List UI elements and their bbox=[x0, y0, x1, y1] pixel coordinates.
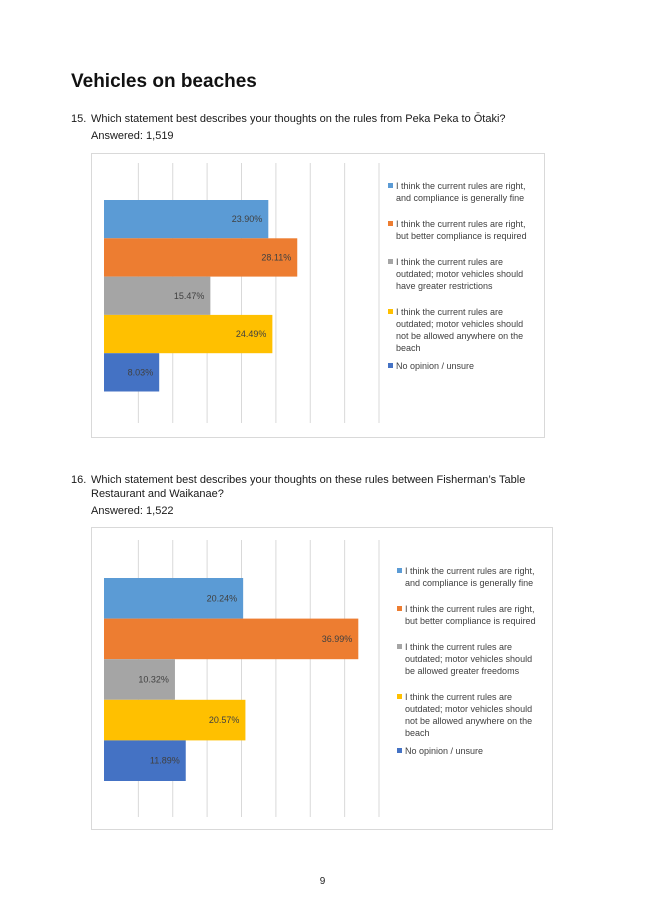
legend-swatch bbox=[388, 259, 393, 264]
legend-item: I think the current rules are right, but… bbox=[397, 603, 547, 627]
question-number: 16. bbox=[71, 474, 87, 486]
legend-label: I think the current rules are outdated; … bbox=[405, 692, 533, 738]
legend-item: I think the current rules are right, but… bbox=[388, 218, 538, 242]
page-heading: Vehicles on beaches bbox=[71, 71, 257, 92]
chart-legend: I think the current rules are right, and… bbox=[388, 180, 538, 372]
page-number: 9 bbox=[319, 876, 326, 887]
legend-swatch bbox=[388, 221, 393, 226]
data-label: 15.47% bbox=[174, 291, 205, 301]
legend-item: I think the current rules are right, and… bbox=[397, 565, 547, 589]
legend-item: I think the current rules are outdated; … bbox=[388, 256, 538, 292]
legend-item: I think the current rules are right, and… bbox=[388, 180, 538, 204]
legend-label: No opinion / unsure bbox=[405, 746, 484, 756]
bar bbox=[104, 618, 359, 660]
question-16: 16. Which statement best describes your … bbox=[71, 473, 571, 517]
data-label: 36.99% bbox=[322, 634, 353, 644]
data-label: 10.32% bbox=[138, 675, 169, 685]
legend-label: I think the current rules are outdated; … bbox=[405, 642, 533, 676]
legend-item: I think the current rules are outdated; … bbox=[388, 306, 538, 354]
question-text: Which statement best describes your thou… bbox=[91, 113, 506, 125]
chart-legend: I think the current rules are right, and… bbox=[397, 565, 547, 757]
legend-label: I think the current rules are outdated; … bbox=[396, 257, 524, 291]
data-label: 20.57% bbox=[209, 715, 240, 725]
legend-swatch bbox=[388, 309, 393, 314]
data-label: 8.03% bbox=[128, 367, 154, 377]
bar bbox=[104, 699, 246, 741]
bar-chart-svg: 20.24% 36.99% 10.32% 20.57% 11.89% bbox=[104, 540, 380, 817]
legend-swatch bbox=[397, 694, 402, 699]
bar bbox=[104, 238, 298, 277]
bar bbox=[104, 200, 269, 239]
data-label: 24.49% bbox=[236, 329, 267, 339]
bar bbox=[104, 314, 273, 354]
bar bbox=[104, 659, 175, 700]
bar bbox=[104, 353, 160, 392]
legend-swatch bbox=[388, 183, 393, 188]
legend-swatch bbox=[397, 606, 402, 611]
data-label: 23.90% bbox=[232, 214, 263, 224]
legend-item: No opinion / unsure bbox=[388, 360, 538, 372]
legend-item: No opinion / unsure bbox=[397, 745, 547, 757]
data-label: 20.24% bbox=[207, 593, 238, 603]
question-number: 15. bbox=[71, 113, 87, 125]
bar bbox=[104, 578, 244, 619]
answered-count: Answered: 1,522 bbox=[91, 505, 174, 517]
legend-item: I think the current rules are outdated; … bbox=[397, 641, 547, 677]
legend-swatch bbox=[397, 568, 402, 573]
legend-label: No opinion / unsure bbox=[396, 361, 475, 371]
chart-question-16: 20.24% 36.99% 10.32% 20.57% 11.89% I think t… bbox=[91, 527, 553, 830]
legend-item: I think the current rules are outdated; … bbox=[397, 691, 547, 739]
legend-label: I think the current rules are right, but… bbox=[396, 219, 527, 241]
answered-count: Answered: 1,519 bbox=[91, 130, 174, 142]
legend-swatch bbox=[397, 644, 402, 649]
legend-label: I think the current rules are right, and… bbox=[396, 181, 526, 203]
bar bbox=[104, 276, 211, 315]
data-label: 11.89% bbox=[150, 756, 180, 766]
question-15: 15. Which statement best describes your … bbox=[71, 112, 571, 142]
legend-swatch bbox=[397, 748, 402, 753]
data-label: 28.11% bbox=[261, 252, 291, 262]
bar bbox=[104, 740, 186, 781]
chart-question-15: 23.90% 28.11% 15.47% 24.49% 8.03% I think th… bbox=[91, 153, 545, 438]
legend-label: I think the current rules are right, and… bbox=[405, 566, 535, 588]
bar-chart-svg: 23.90% 28.11% 15.47% 24.49% 8.03% bbox=[104, 163, 380, 423]
legend-label: I think the current rules are right, but… bbox=[405, 604, 536, 626]
legend-swatch bbox=[388, 363, 393, 368]
question-text: Which statement best describes your thou… bbox=[91, 474, 526, 500]
legend-label: I think the current rules are outdated; … bbox=[396, 307, 524, 353]
